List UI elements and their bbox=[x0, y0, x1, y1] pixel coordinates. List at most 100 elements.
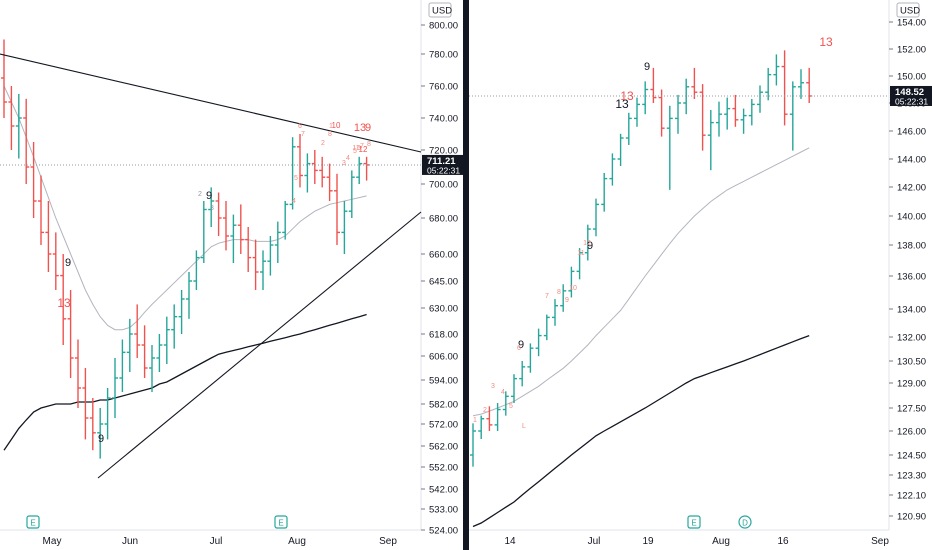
y-tick-label: 122.10 bbox=[897, 491, 926, 502]
sequence-count-label: 13 bbox=[57, 296, 71, 310]
sequence-small-label: L bbox=[522, 423, 526, 430]
ohlc-bar bbox=[658, 89, 665, 137]
y-tick-label: 524.00 bbox=[429, 526, 458, 537]
y-tick-label: 740.00 bbox=[429, 114, 458, 125]
ohlc-bar bbox=[691, 67, 698, 99]
ohlc-bar bbox=[773, 54, 780, 86]
fast-moving-average-line bbox=[472, 147, 810, 417]
x-tick-label: Jun bbox=[122, 536, 138, 547]
ohlc-bar bbox=[134, 304, 141, 358]
sequence-small-label: 1 bbox=[329, 123, 333, 130]
ohlc-bar bbox=[748, 98, 755, 126]
ohlc-bar bbox=[617, 133, 624, 166]
right-chart[interactable]: 154.00152.00150.00148.00146.00144.00142.… bbox=[469, 0, 932, 550]
ohlc-bar bbox=[478, 415, 485, 439]
y-tick-label: 136.00 bbox=[897, 272, 926, 283]
ohlc-bar bbox=[740, 108, 747, 134]
ohlc-bar bbox=[348, 170, 355, 218]
ohlc-bar bbox=[519, 361, 526, 387]
ohlc-bar bbox=[502, 391, 509, 416]
trend-line bbox=[0, 53, 422, 153]
earnings-badge-box bbox=[274, 515, 288, 529]
sequence-small-label: 3 bbox=[210, 205, 214, 212]
ohlc-bar bbox=[252, 239, 259, 290]
y-tick-label: 124.50 bbox=[897, 451, 926, 462]
price-axis bbox=[421, 0, 463, 550]
ohlc-bar bbox=[304, 153, 311, 193]
ohlc-bar bbox=[732, 94, 739, 127]
ohlc-bar bbox=[156, 334, 163, 372]
y-tick-label: 594.00 bbox=[429, 376, 458, 387]
ohlc-bar bbox=[716, 101, 722, 137]
sequence-count-label: 10 bbox=[332, 121, 341, 130]
y-tick-label: 150.00 bbox=[897, 72, 926, 83]
ohlc-bar bbox=[75, 339, 81, 408]
sequence-small-label: 6 bbox=[517, 345, 521, 352]
ohlc-bar bbox=[601, 173, 608, 212]
event-badge: E bbox=[687, 515, 701, 529]
ohlc-bar bbox=[757, 85, 763, 113]
ohlc-bar bbox=[584, 224, 591, 261]
sequence-small-label: 6 bbox=[298, 123, 302, 130]
y-tick-label: 533.00 bbox=[429, 505, 458, 516]
x-tick-label: 14 bbox=[504, 536, 516, 547]
ohlc-bar bbox=[52, 232, 59, 290]
ohlc-bar bbox=[568, 266, 575, 298]
y-tick-label: 618.00 bbox=[429, 330, 458, 341]
ohlc-bar bbox=[593, 198, 599, 237]
pane-divider[interactable] bbox=[463, 0, 469, 550]
y-tick-label: 562.00 bbox=[429, 442, 458, 453]
y-tick-label: 780.00 bbox=[429, 50, 458, 61]
ohlc-bar bbox=[511, 374, 517, 403]
sequence-small-label: 9 bbox=[565, 297, 569, 304]
ohlc-bar bbox=[8, 86, 15, 150]
y-tick-label: 582.00 bbox=[429, 400, 458, 411]
sequence-small-label: 5 bbox=[294, 175, 298, 182]
ohlc-bar bbox=[707, 110, 714, 171]
currency-text: USD bbox=[900, 6, 920, 17]
y-tick-label: 154.00 bbox=[897, 18, 926, 29]
event-badge-text: D bbox=[742, 519, 748, 528]
ohlc-bar bbox=[666, 105, 673, 190]
y-tick-label: 142.00 bbox=[897, 183, 926, 194]
y-tick-label: 572.00 bbox=[429, 420, 458, 431]
ohlc-bar bbox=[650, 67, 657, 103]
sequence-small-label: 7 bbox=[545, 293, 549, 300]
sequence-small-label: 2 bbox=[198, 191, 202, 198]
ohlc-bar bbox=[45, 201, 52, 272]
sequence-small-label: 4 bbox=[292, 198, 296, 205]
sequence-count-label: 13 bbox=[615, 97, 629, 111]
sequence-small-label: 1 bbox=[473, 417, 477, 424]
ohlc-bar bbox=[215, 192, 222, 236]
sequence-small-label: 2 bbox=[483, 407, 487, 414]
x-tick-label: Jul bbox=[588, 536, 601, 547]
currency-label: USD bbox=[428, 2, 452, 18]
sequence-small-label: 4 bbox=[501, 389, 505, 396]
ohlc-bar bbox=[171, 304, 178, 349]
ohlc-bar bbox=[245, 227, 252, 272]
x-tick-label: Jul bbox=[210, 536, 223, 547]
ohlc-bar bbox=[675, 94, 681, 134]
ohlc-bar bbox=[560, 284, 567, 312]
right-chart-pane[interactable]: 154.00152.00150.00148.00146.00144.00142.… bbox=[469, 0, 932, 550]
y-tick-label: 123.30 bbox=[897, 471, 926, 482]
last-price-box bbox=[422, 154, 463, 175]
ohlc-bar bbox=[494, 403, 501, 431]
ohlc-bar bbox=[311, 150, 318, 184]
y-tick-label: 720.00 bbox=[429, 146, 458, 157]
event-badge-text: E bbox=[691, 519, 696, 528]
left-chart[interactable]: 800.00 780.00 760.00 740.00 720.00 700.00 680.… bbox=[0, 0, 463, 550]
y-tick-label: 138.00 bbox=[897, 241, 926, 252]
y-tick-label: 127.50 bbox=[897, 404, 926, 415]
x-tick-label: May bbox=[43, 536, 62, 547]
sequence-count-label: 13 bbox=[354, 122, 366, 134]
last-price-box bbox=[890, 85, 932, 106]
ohlc-bar bbox=[30, 142, 37, 218]
ohlc-bar bbox=[356, 156, 363, 184]
y-tick-label: 680.00 bbox=[429, 214, 458, 225]
y-tick-label: 144.00 bbox=[897, 155, 926, 166]
sequence-count-label: 9 bbox=[587, 240, 593, 252]
left-chart-pane[interactable]: 800.00 780.00 760.00 740.00 720.00 700.00 680.… bbox=[0, 0, 463, 550]
